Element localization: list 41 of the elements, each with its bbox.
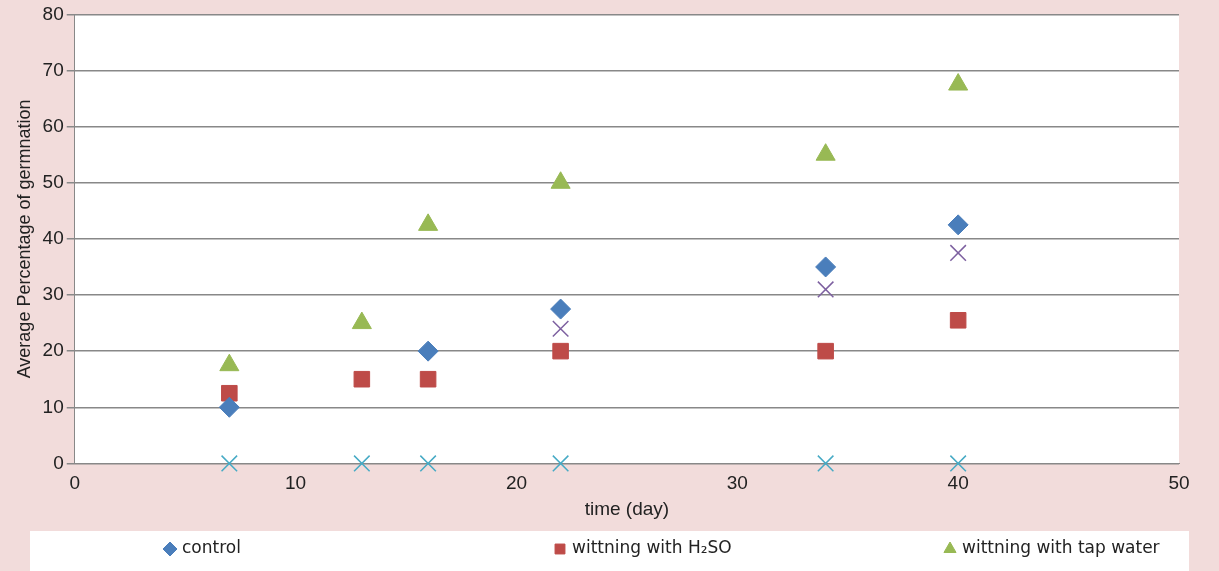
point [949,312,967,329]
point [817,454,835,472]
x-axis-title: time (day) [584,497,670,519]
point [815,256,837,278]
legend-label: wittning with H₂SO [572,537,732,558]
point [419,454,437,472]
x-tick-label: 30 [726,472,748,494]
x-tick-label: 40 [947,472,969,494]
y-tick-label: 40 [42,227,64,249]
y-tick-label: 30 [42,283,64,305]
point [817,342,834,360]
point [353,370,371,388]
x-tick-label: 0 [69,472,81,494]
point [417,340,439,362]
point [947,214,969,236]
point [949,454,967,472]
y-axis-title: Average Percentage of germnation [13,99,34,379]
point [949,244,967,262]
point [550,298,572,320]
x-tick-label: 10 [285,472,307,494]
x-tick-label: 50 [1168,472,1190,494]
point [221,384,238,402]
legend-label: control [182,537,241,558]
point [220,454,238,472]
y-tick-label: 20 [42,339,64,361]
x-tick-label: 20 [505,472,528,494]
point [817,280,835,298]
point [353,454,371,472]
point [552,454,570,472]
point [948,73,969,91]
point [552,320,570,338]
y-tick-label: 0 [53,451,64,473]
y-tick-label: 50 [42,171,64,193]
legend-label: wittning with tap water [962,537,1160,558]
point [419,370,437,388]
point [218,396,240,418]
y-tick-label: 80 [42,2,64,24]
point [552,342,569,360]
y-tick-label: 60 [42,114,64,136]
y-tick-label: 10 [42,395,64,417]
y-tick-label: 70 [42,58,64,80]
